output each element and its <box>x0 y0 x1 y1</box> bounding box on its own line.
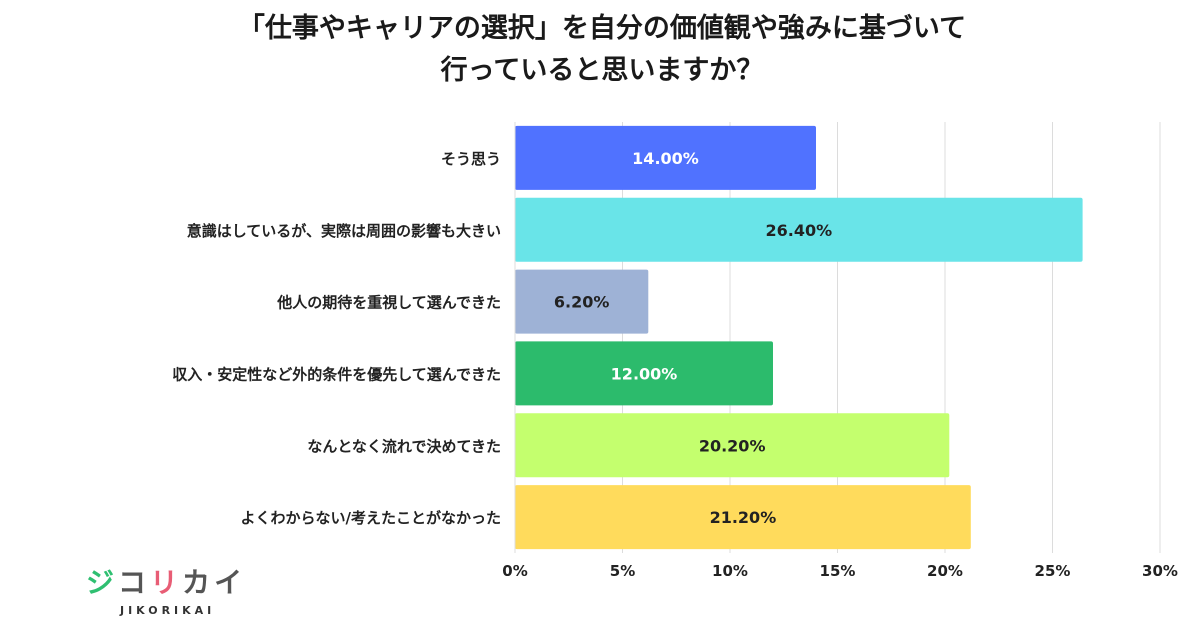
bar <box>515 485 971 550</box>
x-tick-label: 0% <box>502 562 527 580</box>
logo-char: カ <box>182 566 215 599</box>
category-label: なんとなく流れで決めてきた <box>307 437 501 455</box>
x-tick-label: 15% <box>820 562 856 580</box>
x-tick-label: 30% <box>1142 562 1178 580</box>
logo-char: コ <box>118 566 151 599</box>
brand-logo: ジコリカイ JIKORIKAI <box>86 568 256 618</box>
bar <box>515 269 649 334</box>
bar <box>515 197 1083 262</box>
logo-subtext: JIKORIKAI <box>120 604 216 617</box>
logo-wordmark: ジコリカイ <box>86 568 256 598</box>
category-label: よくわからない/考えたことがなかった <box>241 509 501 527</box>
logo-char: リ <box>150 566 183 599</box>
chart-title-line1: 「仕事やキャリアの選択」を自分の価値観や強みに基づいて <box>237 13 967 44</box>
bar <box>515 341 773 406</box>
bar-value-label: 26.40% <box>765 221 832 240</box>
x-tick-label: 25% <box>1035 562 1071 580</box>
logo-char: ジ <box>86 566 119 599</box>
chart-title: 「仕事やキャリアの選択」を自分の価値観や強みに基づいて 行っていると思いますか？ <box>0 8 1204 92</box>
x-tick-label: 5% <box>610 562 635 580</box>
bar-value-label: 6.20% <box>554 293 610 312</box>
bar <box>515 125 816 190</box>
chart-title-line2: 行っていると思いますか？ <box>440 55 764 86</box>
bar-value-label: 21.20% <box>710 508 777 527</box>
x-tick-label: 10% <box>712 562 748 580</box>
category-label: 収入・安定性など外的条件を優先して選んできた <box>172 365 501 383</box>
logo-char: イ <box>214 566 247 599</box>
category-label: そう思う <box>441 150 501 168</box>
category-label: 意識はしているが、実際は周囲の影響も大きい <box>187 222 501 240</box>
bar-value-label: 12.00% <box>611 364 678 383</box>
x-tick-label: 20% <box>927 562 963 580</box>
bar-value-label: 14.00% <box>632 149 699 168</box>
category-label: 他人の期待を重視して選んできた <box>276 294 501 312</box>
bar <box>515 413 950 478</box>
bar-value-label: 20.20% <box>699 436 766 455</box>
